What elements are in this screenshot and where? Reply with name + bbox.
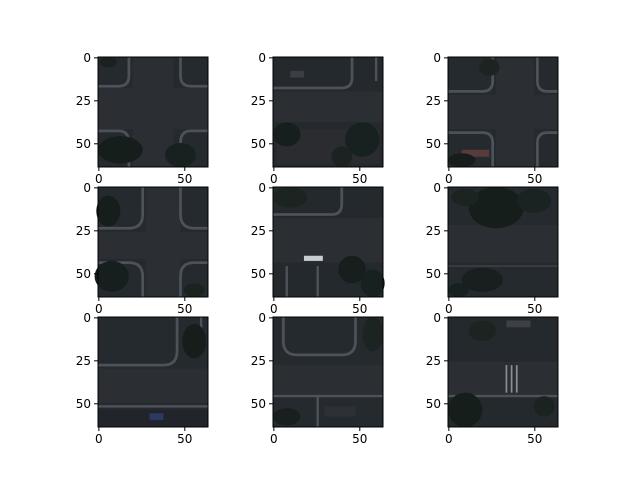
- subplot-1: four-way road intersection with curved c…: [76, 51, 210, 186]
- y-tick-label: 0: [258, 181, 266, 195]
- axes-frame: [272, 316, 384, 428]
- y-tick-label: 0: [433, 181, 441, 195]
- x-tick-label: 50: [352, 172, 367, 186]
- x-tick-label: 50: [352, 432, 367, 446]
- axes-frame: [97, 56, 209, 168]
- y-tick-label: 25: [426, 354, 441, 368]
- y-tick-label: 0: [83, 311, 91, 325]
- subplot-2: horizontal road with parking lot and tre…: [251, 51, 385, 186]
- satellite-image-4: four-way intersection; trees in upper-le…: [93, 185, 210, 299]
- y-tick-label: 50: [76, 267, 91, 281]
- y-tick-label: 25: [76, 354, 91, 368]
- y-tick-label: 25: [426, 224, 441, 238]
- subplot-3: intersection with curved curbs; trees at…: [426, 51, 560, 186]
- subplot-4: four-way intersection; trees in upper-le…: [76, 181, 210, 316]
- x-tick-label: 50: [527, 302, 542, 316]
- y-tick-label: 0: [433, 311, 441, 325]
- x-tick-label: 50: [177, 432, 192, 446]
- y-tick-label: 50: [426, 137, 441, 151]
- x-tick-label: 50: [527, 172, 542, 186]
- y-tick-label: 0: [433, 51, 441, 65]
- y-tick-label: 0: [258, 311, 266, 325]
- y-tick-label: 25: [251, 94, 266, 108]
- x-tick-label: 0: [445, 172, 453, 186]
- subplot-5: road with a small white vehicle near the…: [251, 181, 387, 316]
- satellite-image-1: four-way road intersection with curved c…: [96, 55, 210, 169]
- axes-frame: [97, 316, 209, 428]
- satellite-image-8: curved curb at upper left, parking area …: [271, 315, 385, 429]
- satellite-image-6: road corridor with dense tree canopy in …: [447, 186, 559, 298]
- satellite-image-7: corner of a road with a curved curb at u…: [96, 315, 210, 429]
- y-tick-label: 25: [426, 94, 441, 108]
- satellite-image-5: road with a small white vehicle near the…: [271, 185, 387, 299]
- x-tick-label: 0: [445, 432, 453, 446]
- x-tick-label: 50: [177, 302, 192, 316]
- axes-frame: [272, 56, 384, 168]
- x-tick-label: 0: [95, 302, 103, 316]
- y-tick-label: 25: [76, 94, 91, 108]
- x-tick-label: 0: [270, 172, 278, 186]
- subplot-6: road corridor with dense tree canopy in …: [426, 181, 559, 316]
- y-tick-label: 50: [251, 267, 266, 281]
- axes-frame: [447, 316, 559, 428]
- x-tick-label: 0: [95, 432, 103, 446]
- y-tick-label: 25: [251, 224, 266, 238]
- x-tick-label: 0: [270, 302, 278, 316]
- y-tick-label: 50: [76, 137, 91, 151]
- y-tick-label: 0: [258, 51, 266, 65]
- axes-frame: [272, 186, 384, 298]
- subplot-9: road with pedestrian crosswalk stripes a…: [426, 311, 560, 446]
- satellite-image-2: horizontal road with parking lot and tre…: [271, 55, 385, 169]
- x-tick-label: 0: [270, 432, 278, 446]
- axes-frame: [447, 186, 559, 298]
- y-tick-label: 25: [251, 354, 266, 368]
- x-tick-label: 0: [95, 172, 103, 186]
- y-tick-label: 50: [76, 397, 91, 411]
- satellite-image-9: road with pedestrian crosswalk stripes a…: [446, 315, 560, 429]
- x-tick-label: 50: [177, 172, 192, 186]
- y-tick-label: 50: [426, 267, 441, 281]
- y-tick-label: 50: [251, 397, 266, 411]
- x-tick-label: 50: [352, 302, 367, 316]
- subplot-7: corner of a road with a curved curb at u…: [76, 311, 210, 446]
- y-tick-label: 0: [83, 51, 91, 65]
- subplot-8: curved curb at upper left, parking area …: [251, 311, 385, 446]
- x-tick-label: 50: [527, 432, 542, 446]
- axes-frame: [447, 56, 559, 168]
- y-tick-label: 0: [83, 181, 91, 195]
- y-tick-label: 25: [76, 224, 91, 238]
- x-tick-label: 0: [445, 302, 453, 316]
- y-tick-label: 50: [251, 137, 266, 151]
- y-tick-label: 50: [426, 397, 441, 411]
- axes-frame: [97, 186, 209, 298]
- satellite-image-3: intersection with curved curbs; trees at…: [446, 55, 560, 169]
